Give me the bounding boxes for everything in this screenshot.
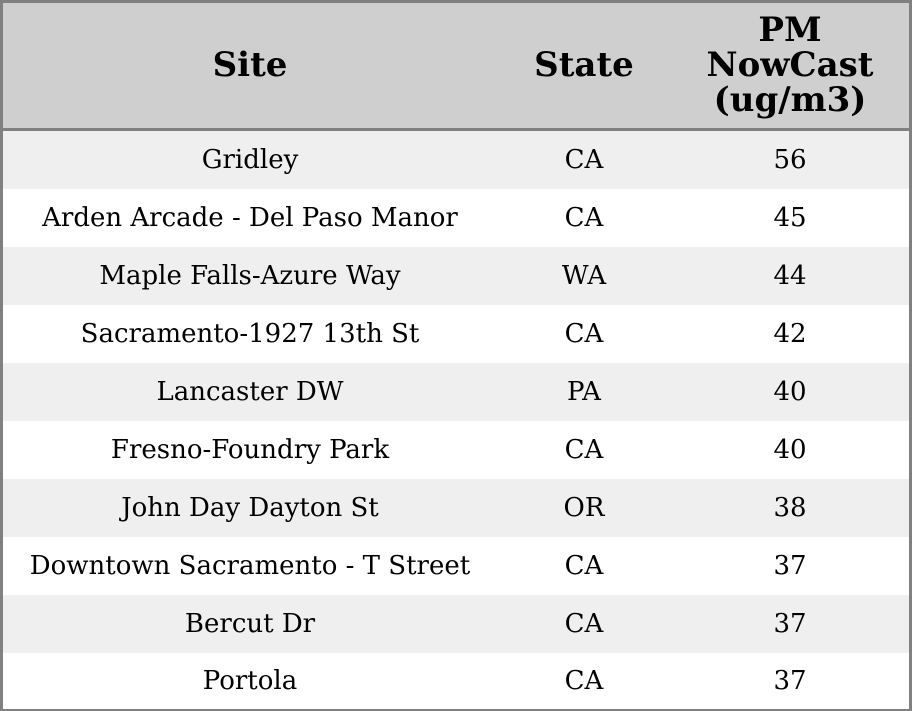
table-row: Portola CA 37 bbox=[3, 653, 909, 709]
cell-site: John Day Dayton St bbox=[3, 479, 497, 537]
cell-site: Portola bbox=[3, 653, 497, 709]
header-row: Site State PM NowCast (ug/m3) bbox=[3, 3, 909, 131]
table-row: Arden Arcade - Del Paso Manor CA 45 bbox=[3, 189, 909, 247]
cell-state: PA bbox=[497, 363, 671, 421]
cell-state: CA bbox=[497, 189, 671, 247]
table-row: Maple Falls-Azure Way WA 44 bbox=[3, 247, 909, 305]
cell-pm-value: 37 bbox=[671, 595, 909, 653]
cell-pm-value: 45 bbox=[671, 189, 909, 247]
cell-state: CA bbox=[497, 537, 671, 595]
cell-state: OR bbox=[497, 479, 671, 537]
table-row: Gridley CA 56 bbox=[3, 129, 909, 189]
cell-state: CA bbox=[497, 129, 671, 189]
table-row: Downtown Sacramento - T Street CA 37 bbox=[3, 537, 909, 595]
table-row: Fresno-Foundry Park CA 40 bbox=[3, 421, 909, 479]
cell-pm-value: 40 bbox=[671, 421, 909, 479]
column-header-pm-lines: PM NowCast (ug/m3) bbox=[707, 13, 874, 118]
cell-site: Bercut Dr bbox=[3, 595, 497, 653]
cell-pm-value: 40 bbox=[671, 363, 909, 421]
table-row: Lancaster DW PA 40 bbox=[3, 363, 909, 421]
table-body: Gridley CA 56 Arden Arcade - Del Paso Manor… bbox=[3, 129, 909, 709]
pm-nowcast-table: Site State PM NowCast (ug/m3) Gridley CA 5… bbox=[3, 3, 909, 709]
cell-pm-value: 38 bbox=[671, 479, 909, 537]
cell-state: WA bbox=[497, 247, 671, 305]
table-row: Bercut Dr CA 37 bbox=[3, 595, 909, 653]
table-row: John Day Dayton St OR 38 bbox=[3, 479, 909, 537]
cell-pm-value: 56 bbox=[671, 129, 909, 189]
cell-site: Maple Falls-Azure Way bbox=[3, 247, 497, 305]
cell-site: Arden Arcade - Del Paso Manor bbox=[3, 189, 497, 247]
column-header-pm-line: (ug/m3) bbox=[713, 80, 867, 120]
cell-state: CA bbox=[497, 595, 671, 653]
column-header-pm-line: NowCast bbox=[706, 45, 874, 85]
cell-site: Gridley bbox=[3, 129, 497, 189]
cell-site: Sacramento-1927 13th St bbox=[3, 305, 497, 363]
cell-pm-value: 37 bbox=[671, 537, 909, 595]
column-header-site: Site bbox=[3, 3, 497, 131]
cell-pm-value: 37 bbox=[671, 653, 909, 709]
column-header-pm: PM NowCast (ug/m3) bbox=[671, 3, 909, 131]
cell-site: Fresno-Foundry Park bbox=[3, 421, 497, 479]
cell-pm-value: 42 bbox=[671, 305, 909, 363]
cell-site: Downtown Sacramento - T Street bbox=[3, 537, 497, 595]
cell-state: CA bbox=[497, 653, 671, 709]
column-header-pm-line: PM bbox=[758, 10, 822, 50]
cell-state: CA bbox=[497, 421, 671, 479]
table-header: Site State PM NowCast (ug/m3) bbox=[3, 3, 909, 131]
cell-state: CA bbox=[497, 305, 671, 363]
column-header-state: State bbox=[497, 3, 671, 131]
cell-site: Lancaster DW bbox=[3, 363, 497, 421]
table-row: Sacramento-1927 13th St CA 42 bbox=[3, 305, 909, 363]
cell-pm-value: 44 bbox=[671, 247, 909, 305]
